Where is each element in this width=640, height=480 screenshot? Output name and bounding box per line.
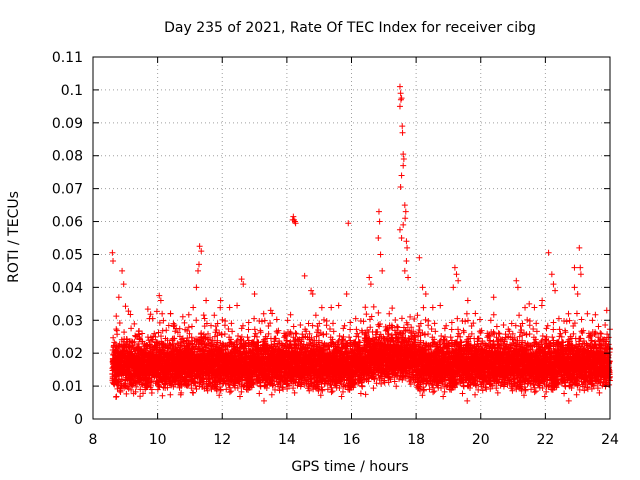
- data-point: [128, 325, 135, 332]
- data-point: [113, 393, 120, 400]
- data-point: [117, 388, 124, 395]
- data-point: [131, 320, 138, 327]
- data-point: [129, 342, 136, 349]
- data-point: [137, 393, 144, 400]
- data-point: [114, 331, 121, 338]
- data-point: [125, 308, 132, 315]
- data-point: [121, 380, 128, 387]
- data-point: [139, 330, 146, 337]
- data-point: [121, 329, 128, 336]
- data-point: [122, 303, 129, 310]
- data-point: [131, 338, 138, 345]
- data-point: [127, 311, 134, 318]
- data-point: [147, 311, 154, 318]
- grid: [93, 57, 610, 419]
- data-point: [128, 386, 135, 393]
- data-point: [113, 326, 120, 333]
- y-axis-label: ROTI / TECUs: [6, 191, 22, 283]
- data-point: [116, 320, 123, 327]
- data-point: [136, 328, 143, 335]
- data-points: [109, 83, 613, 404]
- data-point: [132, 388, 139, 395]
- chart-title: Day 235 of 2021, Rate Of TEC Index for r…: [164, 20, 536, 36]
- data-point: [133, 383, 140, 390]
- data-point: [113, 313, 120, 320]
- x-axis-label: GPS time / hours: [291, 459, 408, 475]
- data-point: [110, 334, 117, 341]
- data-point: [140, 390, 147, 397]
- data-point: [144, 306, 151, 313]
- data-point: [123, 390, 130, 397]
